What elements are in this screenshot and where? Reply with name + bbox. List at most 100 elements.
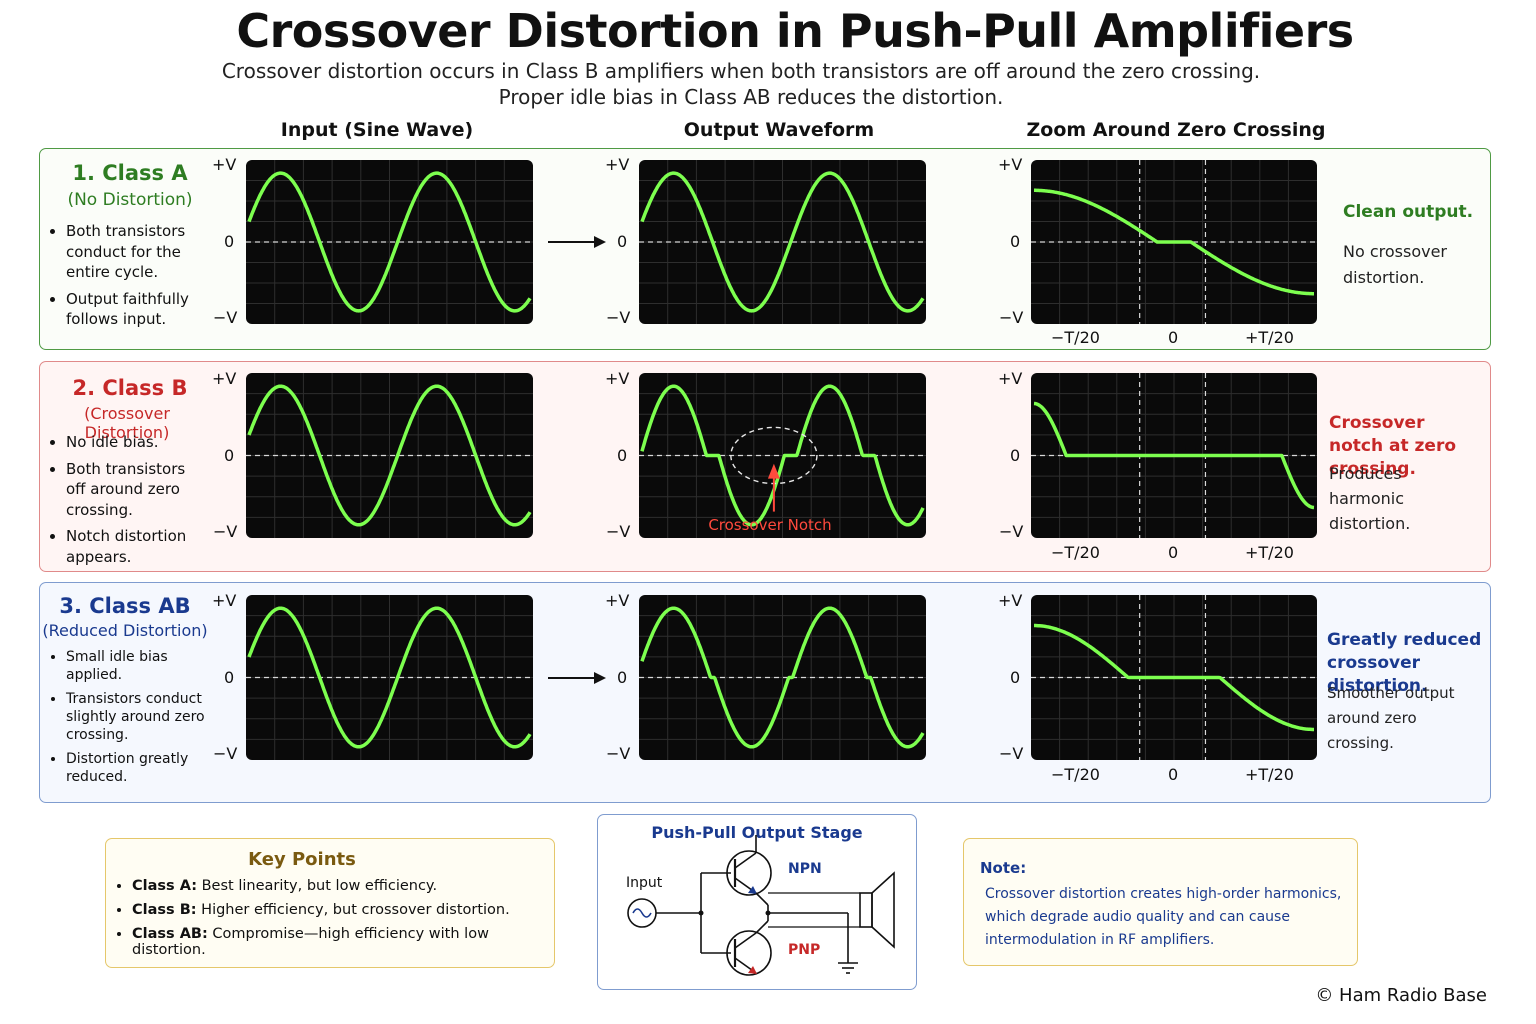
waveform-trace	[247, 171, 532, 313]
ac-source-icon	[627, 898, 657, 928]
push-pull-circuit-box: Push-Pull Output Stage Input NPN PNP	[597, 814, 917, 990]
axis-label-pos: +V	[212, 155, 237, 174]
time-label-pos: +T/20	[1245, 543, 1294, 562]
row-c-subtitle: (Reduced Distortion)	[42, 621, 208, 640]
circuit-title: Push-Pull Output Stage	[651, 823, 863, 842]
key-points-title: Key Points	[248, 849, 356, 870]
row-a-title: 1. Class A	[72, 161, 188, 185]
waveform-trace	[640, 171, 925, 313]
axis-label-zero: 0	[224, 232, 235, 251]
waveform-trace	[1033, 623, 1315, 732]
row-b-bullets: No idle bias. Both transistors off aroun…	[50, 432, 200, 573]
row-b-bullet: No idle bias.	[66, 432, 200, 453]
npn-transistor-icon	[726, 835, 772, 906]
scope-input-class-a	[246, 160, 533, 324]
key-point-item: Class AB: Compromise—high efficiency wit…	[132, 926, 554, 958]
circuit-input-label: Input	[626, 875, 663, 891]
ground-icon	[838, 913, 858, 974]
time-label-neg: −T/20	[1051, 765, 1100, 784]
note-text: Crossover distortion creates high-order …	[985, 886, 1342, 948]
axis-label-zero: 0	[224, 668, 235, 687]
time-label-neg: −T/20	[1051, 328, 1100, 347]
row-c-note-body: Smoother output around zero crossing.	[1327, 684, 1455, 752]
row-c-bullet: Transistors conduct slightly around zero…	[66, 690, 205, 744]
axis-label-neg: −V	[606, 522, 631, 541]
key-point-text: Higher efficiency, but crossover distort…	[201, 902, 510, 918]
scope-zoom-class-b	[1031, 373, 1317, 538]
row-a-bullet: Output faithfully follows input.	[66, 289, 200, 330]
time-label-zero: 0	[1168, 328, 1179, 347]
time-label-zero: 0	[1168, 765, 1179, 784]
scope-grid	[246, 595, 533, 760]
arrow-right-icon	[548, 236, 606, 248]
row-b-title: 2. Class B	[72, 376, 188, 400]
key-point-text: Compromise—high efficiency with low dist…	[132, 926, 489, 958]
scope-zoom-class-a	[1031, 160, 1317, 324]
axis-label-zero: 0	[224, 446, 235, 465]
pnp-label: PNP	[788, 942, 821, 958]
key-point-term: Class AB:	[132, 926, 208, 942]
crossover-notch-label: Crossover Notch	[708, 516, 832, 534]
scope-output-class-a	[639, 160, 926, 324]
row-b-note-head: Crossover notch at zero crossing.	[1329, 413, 1457, 479]
column-header-output: Output Waveform	[683, 119, 875, 141]
scope-output-class-ab	[639, 595, 926, 760]
axis-label-zero: 0	[617, 232, 628, 251]
scope-zoom-class-ab	[1031, 595, 1317, 760]
push-pull-schematic	[627, 835, 895, 976]
axis-label-zero: 0	[1010, 668, 1021, 687]
notch-arrowhead-icon	[767, 463, 780, 479]
scope-output-class-b	[639, 373, 926, 538]
key-point-item: Class A: Best linearity, but low efficie…	[132, 878, 554, 894]
axis-label-zero: 0	[617, 668, 628, 687]
axis-label-pos: +V	[605, 155, 630, 174]
axis-label-zero: 0	[1010, 232, 1021, 251]
page-subtitle-line2: Proper idle bias in Class AB reduces the…	[498, 85, 1004, 109]
axis-label-pos: +V	[605, 369, 630, 388]
axis-label-neg: −V	[213, 308, 238, 327]
key-point-text: Best linearity, but low efficiency.	[201, 878, 438, 894]
waveform-trace	[247, 606, 532, 749]
axis-label-neg: −V	[606, 308, 631, 327]
note-box: Note: Crossover distortion creates high-…	[963, 838, 1358, 966]
pnp-transistor-icon	[726, 920, 772, 976]
note-title: Note:	[980, 859, 1027, 877]
waveform-trace	[640, 606, 925, 749]
axis-label-pos: +V	[212, 591, 237, 610]
key-point-term: Class B:	[132, 902, 197, 918]
row-b-bullet: Both transistors off around zero crossin…	[66, 459, 200, 521]
axis-label-neg: −V	[606, 744, 631, 763]
row-c-note-head: Greatly reduced crossover distortion.	[1327, 630, 1482, 696]
time-label-pos: +T/20	[1245, 765, 1294, 784]
waveform-trace	[1033, 188, 1315, 296]
waveform-trace	[247, 384, 532, 527]
time-label-pos: +T/20	[1245, 328, 1294, 347]
axis-label-pos: +V	[605, 591, 630, 610]
axis-label-pos: +V	[998, 591, 1023, 610]
axis-label-pos: +V	[998, 155, 1023, 174]
time-label-neg: −T/20	[1051, 543, 1100, 562]
waveform-trace	[640, 384, 925, 527]
row-b-note-body: Produces harmonic distortion.	[1329, 464, 1411, 533]
time-label-zero: 0	[1168, 543, 1179, 562]
row-c-title: 3. Class AB	[59, 594, 191, 618]
column-header-zoom: Zoom Around Zero Crossing	[1026, 119, 1326, 141]
arrow-right-icon	[548, 672, 606, 684]
row-a-bullet: Both transistors conduct for the entire …	[66, 221, 200, 283]
page-title: Crossover Distortion in Push-Pull Amplif…	[236, 4, 1354, 58]
axis-label-neg: −V	[213, 522, 238, 541]
speaker-icon	[859, 871, 895, 949]
axis-label-neg: −V	[999, 308, 1024, 327]
row-a-note-head: Clean output.	[1343, 202, 1474, 222]
axis-label-zero: 0	[1010, 446, 1021, 465]
scope-input-class-ab	[246, 595, 533, 760]
npn-label: NPN	[788, 861, 822, 877]
axis-label-neg: −V	[213, 744, 238, 763]
row-b-subtitle: (Crossover Distortion)	[84, 404, 170, 442]
row-b-bullet: Notch distortion appears.	[66, 526, 200, 567]
row-a-bullets: Both transistors conduct for the entire …	[50, 221, 200, 336]
axis-label-pos: +V	[212, 369, 237, 388]
column-header-input: Input (Sine Wave)	[280, 119, 474, 141]
row-a-subtitle: (No Distortion)	[67, 190, 193, 210]
axis-label-neg: −V	[999, 522, 1024, 541]
